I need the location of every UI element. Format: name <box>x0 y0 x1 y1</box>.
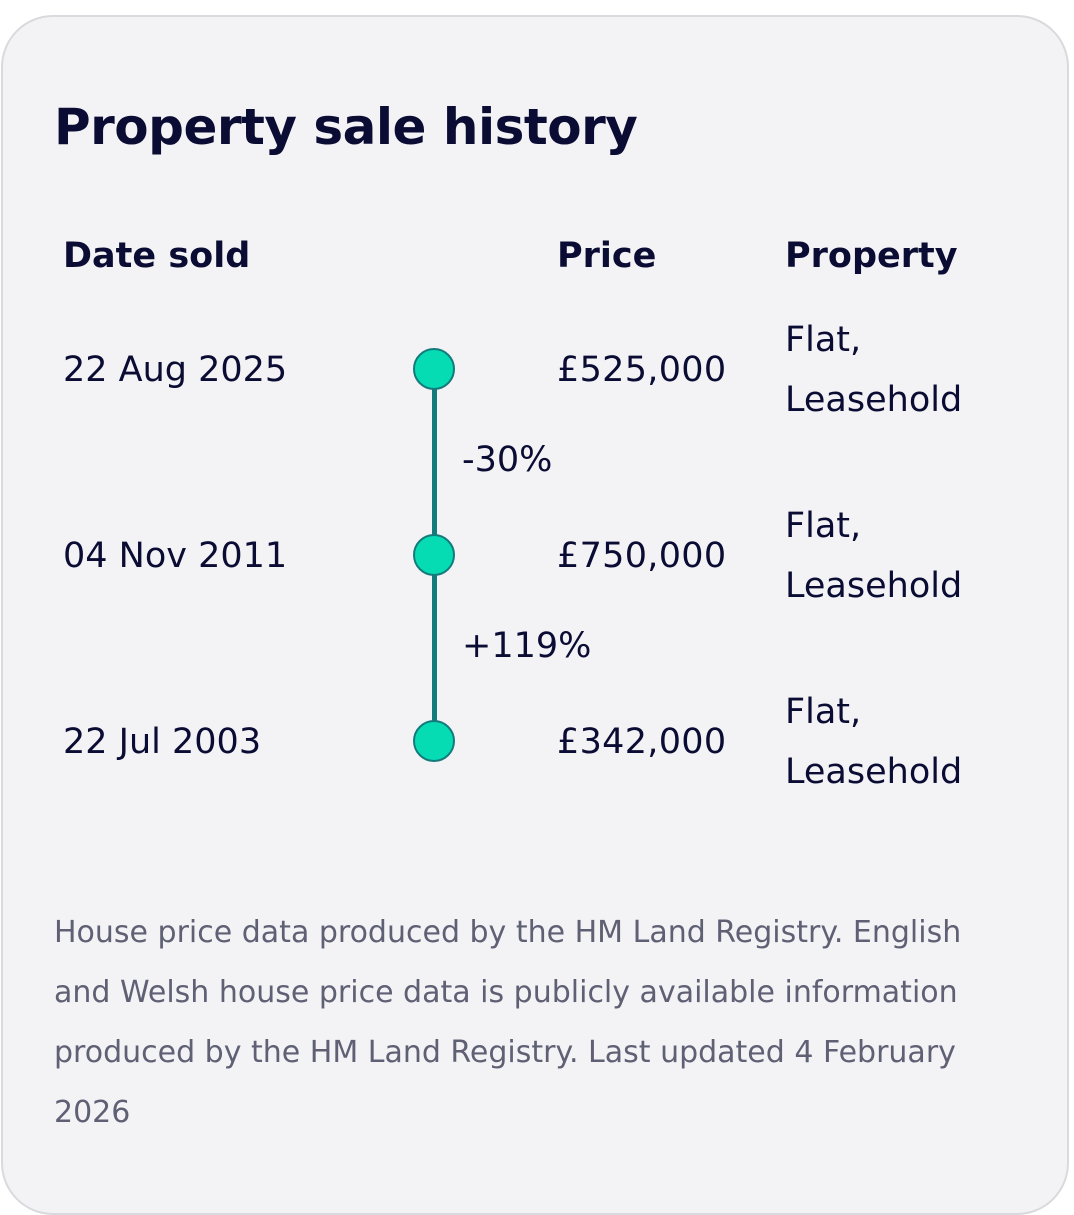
sale-price: £525,000 <box>557 350 727 390</box>
price-change-label: +119% <box>462 626 592 666</box>
sale-price: £750,000 <box>557 536 727 576</box>
timeline-dot <box>413 534 455 576</box>
sale-date: 22 Jul 2003 <box>63 722 262 762</box>
property-type: Flat, <box>785 692 862 732</box>
sale-date: 04 Nov 2011 <box>63 536 288 576</box>
timeline-dot <box>413 720 455 762</box>
data-source-footnote: House price data produced by the HM Land… <box>54 915 962 1130</box>
sale-date: 22 Aug 2025 <box>63 350 288 390</box>
property-type: Flat, <box>785 320 862 360</box>
property-tenure: Leasehold <box>785 566 963 606</box>
timeline-dot <box>413 348 455 390</box>
property-tenure: Leasehold <box>785 752 963 792</box>
column-header-property: Property <box>785 236 958 276</box>
column-header-price: Price <box>557 236 657 276</box>
sale-history-card: Property sale history Date sold Price Pr… <box>1 15 1069 1215</box>
property-tenure: Leasehold <box>785 380 963 420</box>
price-change-label: -30% <box>462 440 553 480</box>
sale-price: £342,000 <box>557 722 727 762</box>
card-title: Property sale history <box>54 98 638 156</box>
property-type: Flat, <box>785 506 862 546</box>
column-header-date: Date sold <box>63 236 251 276</box>
